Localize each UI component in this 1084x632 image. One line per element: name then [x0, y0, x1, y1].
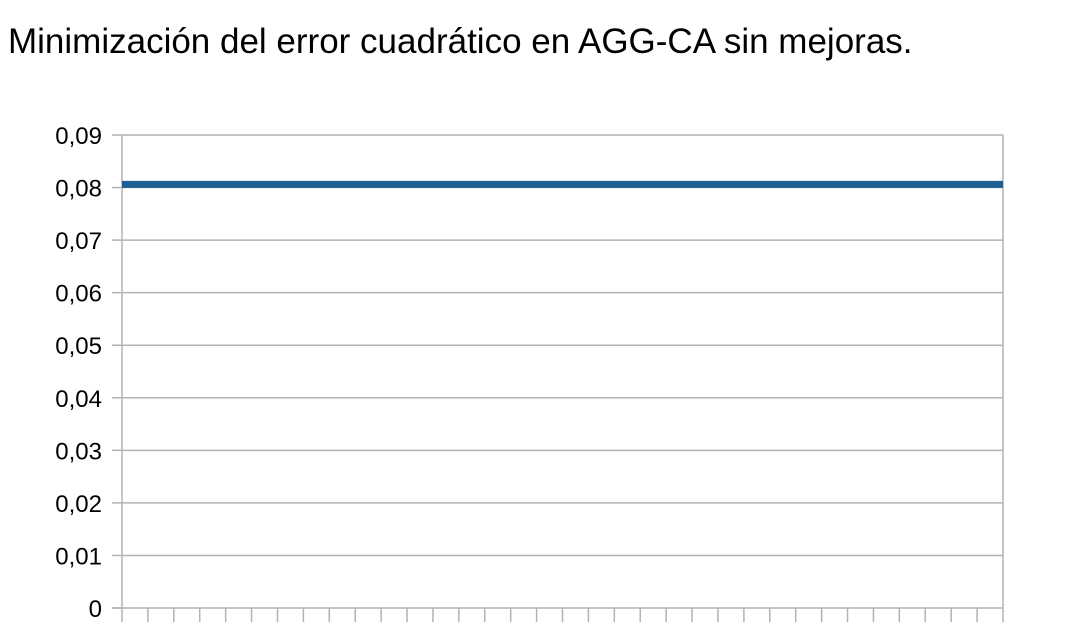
y-tick-labels: 0 0,01 0,02 0,03 0,04 0,05 0,06 0,07 0,08 0,09 [55, 123, 102, 623]
y-tick-label: 0,07 [55, 228, 102, 255]
y-tick-label: 0,09 [55, 123, 102, 150]
y-tick-label: 0,03 [55, 438, 102, 465]
chart-title: Minimización del error cuadrático en AGG… [8, 22, 913, 61]
y-tick-label: 0,01 [55, 543, 102, 570]
y-tick-label: 0,08 [55, 176, 102, 203]
gridlines [122, 134, 1003, 557]
axes [112, 134, 1004, 622]
y-tick-label: 0,06 [55, 281, 102, 308]
y-tick-label: 0,05 [55, 333, 102, 360]
y-tick-label: 0,04 [55, 386, 102, 413]
y-tick-label: 0 [89, 596, 102, 623]
y-tick-label: 0,02 [55, 491, 102, 518]
